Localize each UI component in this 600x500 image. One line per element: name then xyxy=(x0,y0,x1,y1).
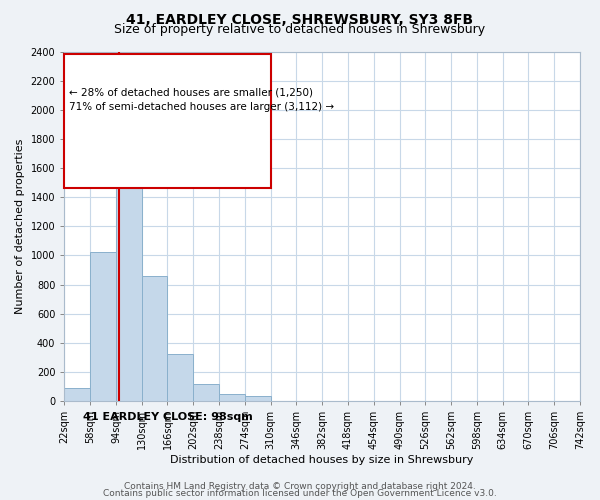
Text: 41, EARDLEY CLOSE, SHREWSBURY, SY3 8FB: 41, EARDLEY CLOSE, SHREWSBURY, SY3 8FB xyxy=(127,12,473,26)
Bar xyxy=(142,276,167,401)
Text: Contains HM Land Registry data © Crown copyright and database right 2024.: Contains HM Land Registry data © Crown c… xyxy=(124,482,476,491)
Bar xyxy=(219,394,245,401)
FancyBboxPatch shape xyxy=(64,54,271,188)
Bar xyxy=(64,388,90,401)
Bar xyxy=(116,126,142,401)
Text: 41 EARDLEY CLOSE: 98sqm: 41 EARDLEY CLOSE: 98sqm xyxy=(83,412,253,422)
Text: Contains public sector information licensed under the Open Government Licence v3: Contains public sector information licen… xyxy=(103,488,497,498)
Bar xyxy=(193,384,219,401)
Bar xyxy=(245,396,271,401)
Text: ← 28% of detached houses are smaller (1,250)
71% of semi-detached houses are lar: ← 28% of detached houses are smaller (1,… xyxy=(70,88,335,112)
Text: Size of property relative to detached houses in Shrewsbury: Size of property relative to detached ho… xyxy=(115,22,485,36)
Bar xyxy=(90,252,116,401)
Y-axis label: Number of detached properties: Number of detached properties xyxy=(15,138,25,314)
X-axis label: Distribution of detached houses by size in Shrewsbury: Distribution of detached houses by size … xyxy=(170,455,474,465)
Bar xyxy=(167,354,193,401)
